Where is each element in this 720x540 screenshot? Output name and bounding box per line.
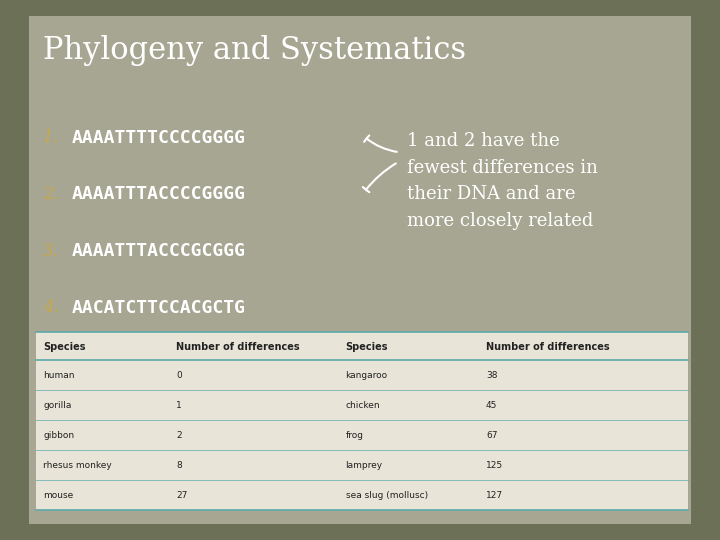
Text: 1 and 2 have the
fewest differences in
their DNA and are
more closely related: 1 and 2 have the fewest differences in t… bbox=[407, 132, 598, 230]
Text: 0: 0 bbox=[176, 370, 182, 380]
Text: 1.: 1. bbox=[43, 129, 59, 146]
FancyBboxPatch shape bbox=[36, 332, 688, 510]
Text: Phylogeny and Systematics: Phylogeny and Systematics bbox=[43, 35, 467, 66]
Text: chicken: chicken bbox=[346, 401, 380, 410]
Text: rhesus monkey: rhesus monkey bbox=[43, 461, 112, 470]
Text: Species: Species bbox=[43, 342, 86, 352]
Text: 2.: 2. bbox=[43, 186, 59, 203]
Text: 38: 38 bbox=[486, 370, 498, 380]
Text: 8: 8 bbox=[176, 461, 182, 470]
Text: 27: 27 bbox=[176, 491, 188, 500]
Text: 3.: 3. bbox=[43, 242, 59, 260]
Text: human: human bbox=[43, 370, 75, 380]
Text: 127: 127 bbox=[486, 491, 503, 500]
Text: AAAATTTTCCCCGGGG: AAAATTTTCCCCGGGG bbox=[72, 129, 246, 147]
Text: gibbon: gibbon bbox=[43, 431, 74, 440]
Text: lamprey: lamprey bbox=[346, 461, 383, 470]
Text: frog: frog bbox=[346, 431, 364, 440]
Text: AAAATTTACCCGCGGG: AAAATTTACCCGCGGG bbox=[72, 242, 246, 260]
Text: sea slug (mollusc): sea slug (mollusc) bbox=[346, 491, 428, 500]
Text: 2: 2 bbox=[176, 431, 182, 440]
Text: 1: 1 bbox=[176, 401, 182, 410]
Text: Species: Species bbox=[346, 342, 388, 352]
FancyBboxPatch shape bbox=[29, 16, 691, 524]
Text: 45: 45 bbox=[486, 401, 498, 410]
Text: AAAATTTACCCCGGGG: AAAATTTACCCCGGGG bbox=[72, 185, 246, 204]
Text: Number of differences: Number of differences bbox=[486, 342, 610, 352]
Text: 67: 67 bbox=[486, 431, 498, 440]
Text: 125: 125 bbox=[486, 461, 503, 470]
Text: gorilla: gorilla bbox=[43, 401, 71, 410]
Text: kangaroo: kangaroo bbox=[346, 370, 388, 380]
Text: 4.: 4. bbox=[43, 299, 59, 316]
Text: mouse: mouse bbox=[43, 491, 73, 500]
Text: AACATCTTCCACGCTG: AACATCTTCCACGCTG bbox=[72, 299, 246, 317]
Text: Number of differences: Number of differences bbox=[176, 342, 300, 352]
